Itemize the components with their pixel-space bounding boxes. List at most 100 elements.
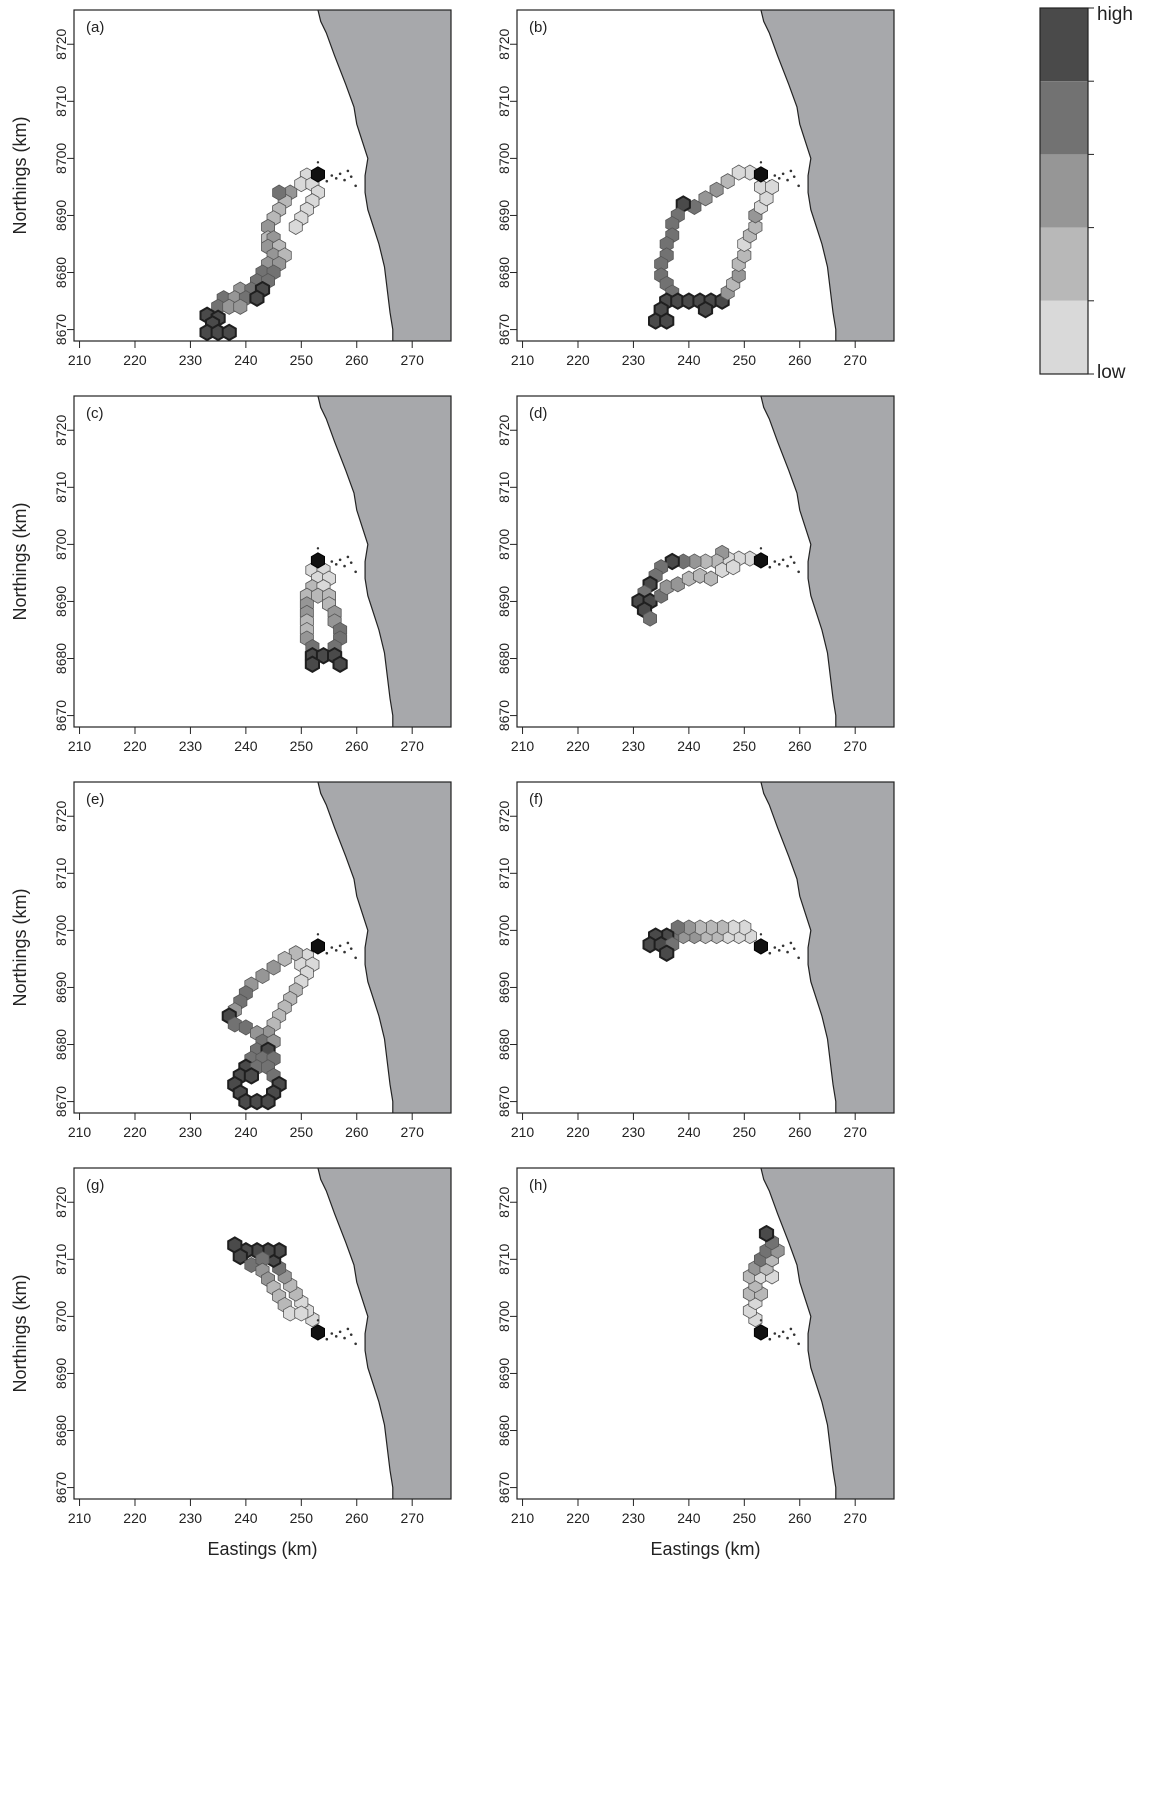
x-tick-label: 260 [788, 1510, 812, 1526]
x-tick-label: 210 [68, 1124, 92, 1140]
island-dot [330, 560, 334, 563]
hex-cell [277, 950, 292, 967]
island-dot [781, 172, 785, 176]
plot-frame [73, 781, 452, 1114]
hex-cell [238, 1019, 253, 1036]
hex-cell [249, 289, 265, 307]
y-tick-label: 8670 [53, 700, 69, 731]
y-axis-title: Northings (km) [10, 116, 30, 234]
y-tick-label: 8680 [496, 643, 512, 674]
start-cell [310, 1324, 325, 1341]
island-dot [792, 561, 796, 564]
y-tick-label: 8710 [53, 858, 69, 889]
island-dot [797, 184, 800, 188]
y-tick-label: 8690 [53, 200, 69, 231]
x-tick-label: 230 [179, 738, 203, 754]
island-dot [781, 1330, 785, 1334]
x-tick-label: 260 [788, 738, 812, 754]
start-marker-dot [759, 1319, 763, 1322]
y-tick-label: 8710 [496, 472, 512, 503]
legend-swatch [1040, 300, 1088, 374]
x-tick-label: 210 [511, 352, 535, 368]
x-tick-label: 250 [290, 1124, 314, 1140]
island-dot [334, 949, 338, 952]
island-dot [346, 1327, 350, 1331]
panel-label: (f) [529, 791, 543, 808]
hex-cell [737, 247, 752, 264]
x-axis-title: Eastings (km) [207, 1539, 317, 1559]
x-tick-label: 270 [844, 1124, 868, 1140]
land-area [317, 1168, 451, 1499]
island-dot [768, 1337, 772, 1341]
hex-cell [643, 610, 657, 627]
x-tick-label: 250 [290, 738, 314, 754]
legend-frame [1039, 7, 1089, 375]
x-tick-label: 210 [68, 352, 92, 368]
land-area [317, 396, 451, 727]
hex-cell [726, 559, 741, 576]
panel-label: (a) [86, 19, 104, 36]
island-dot [789, 1327, 793, 1331]
start-cell [310, 938, 325, 955]
island-dot [343, 564, 346, 568]
panel-a: (a) 210 220 230 240 250 260 270 8670 8680 8690 8700… [10, 9, 452, 368]
y-tick-label: 8690 [53, 586, 69, 617]
island-dot [773, 946, 777, 949]
x-tick-label: 240 [234, 738, 258, 754]
y-tick-label: 8720 [496, 1186, 512, 1217]
island-dot [768, 565, 772, 569]
island-dot [349, 1333, 353, 1336]
x-tick-label: 250 [733, 1124, 757, 1140]
island-dot [786, 1336, 789, 1340]
island-dot [781, 944, 785, 948]
island-dot [789, 555, 793, 559]
island-dot [334, 177, 338, 180]
y-tick-label: 8720 [496, 800, 512, 831]
y-tick-label: 8720 [496, 28, 512, 59]
island-dot [346, 941, 350, 945]
plot-frame [73, 395, 452, 728]
island-dot [792, 175, 796, 178]
hex-cell [233, 298, 248, 315]
y-tick-label: 8720 [53, 28, 69, 59]
island-dot [768, 951, 772, 955]
y-tick-label: 8690 [496, 586, 512, 617]
panel-label: (b) [529, 19, 547, 36]
y-tick-label: 8700 [53, 529, 69, 560]
island-dot [789, 941, 793, 945]
island-dot [343, 178, 346, 182]
land-area [760, 782, 894, 1113]
x-tick-label: 210 [511, 1510, 535, 1526]
hex-cell [759, 190, 774, 207]
island-dot [354, 184, 357, 188]
island-dot [338, 944, 342, 948]
hex-cell [709, 181, 724, 198]
hex-cell [720, 173, 735, 190]
hex-cell [765, 178, 779, 195]
hex-cell [698, 190, 713, 207]
y-axis-title: Northings (km) [10, 502, 30, 620]
panel-label: (g) [86, 1177, 104, 1194]
hex-cell [294, 1305, 309, 1322]
panel-label: (c) [86, 405, 104, 422]
start-cell [753, 166, 768, 183]
y-tick-label: 8670 [53, 1086, 69, 1117]
hex-cell [659, 944, 675, 962]
panel-f: (f) 210 220 230 240 250 260 270 8670 8680 8690 8700… [496, 781, 895, 1140]
x-tick-label: 250 [290, 352, 314, 368]
x-tick-label: 230 [179, 1124, 203, 1140]
hex-cell [272, 184, 287, 201]
island-dot [777, 177, 781, 180]
island-dot [334, 1335, 338, 1338]
y-tick-label: 8680 [53, 257, 69, 288]
x-tick-label: 240 [234, 1510, 258, 1526]
y-axis-title: Northings (km) [10, 1274, 30, 1392]
x-tick-label: 220 [123, 1124, 147, 1140]
hex-cell [693, 567, 707, 584]
y-tick-label: 8670 [496, 700, 512, 731]
x-tick-label: 240 [677, 1124, 701, 1140]
x-tick-label: 270 [401, 1510, 425, 1526]
island-dot [330, 1332, 334, 1335]
panel-g: (g) 210 220 230 240 250 260 270 8670 8680 8690 8700… [10, 1167, 452, 1559]
